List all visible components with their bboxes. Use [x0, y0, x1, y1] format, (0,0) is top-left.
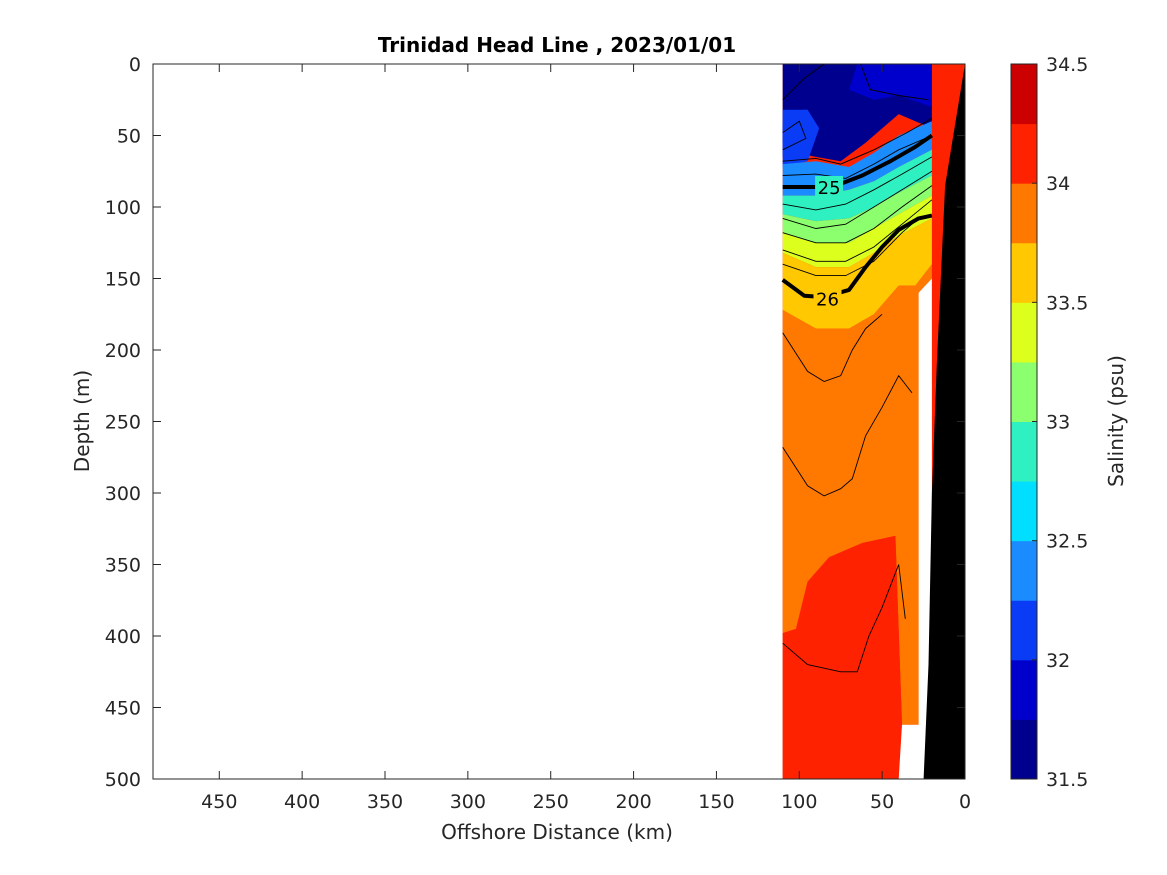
contour-line	[782, 199, 933, 262]
colorbar-swatch	[1011, 421, 1037, 482]
y-tick-label: 200	[105, 340, 141, 362]
y-axis-label: Depth (m)	[70, 370, 94, 472]
y-tick-label: 50	[117, 126, 141, 148]
x-tick-label: 100	[781, 791, 817, 813]
contour-line	[782, 374, 913, 497]
colorbar-swatch	[1011, 481, 1037, 542]
x-tick-label: 200	[615, 791, 651, 813]
y-tick-label: 300	[105, 483, 141, 505]
salinity-band	[782, 195, 932, 268]
colorbar-swatch	[1011, 183, 1037, 244]
contour-line	[782, 313, 883, 382]
contour-line	[782, 185, 933, 244]
x-tick-label: 450	[201, 791, 237, 813]
x-tick-label: 400	[284, 791, 320, 813]
x-tick-label: 50	[870, 791, 894, 813]
y-tick-label: 500	[105, 769, 141, 791]
contour-line	[782, 564, 906, 673]
colorbar-tick-label: 34.5	[1046, 54, 1088, 76]
colorbar-swatch	[1011, 361, 1037, 422]
salinity-band	[782, 175, 932, 243]
chart-title: Trinidad Head Line , 2023/01/01	[378, 33, 736, 57]
colorbar-tick-label: 34	[1046, 173, 1070, 195]
colorbar-swatch	[1011, 242, 1037, 303]
y-tick-label: 0	[129, 54, 141, 76]
contour-label: 25	[818, 178, 841, 199]
colorbar-tick-label: 32.5	[1046, 531, 1088, 553]
colorbar-swatch	[1011, 123, 1037, 184]
colorbar-tick-label: 32	[1046, 650, 1070, 672]
contour-line	[782, 117, 933, 165]
x-tick-label: 250	[533, 791, 569, 813]
colorbar-swatch	[1011, 302, 1037, 363]
y-tick-label: 350	[105, 555, 141, 577]
x-tick-label: 350	[367, 791, 403, 813]
y-tick-label: 450	[105, 698, 141, 720]
density-contour-line	[782, 133, 934, 189]
salinity-band	[782, 109, 820, 167]
contour-line	[782, 170, 933, 229]
colorbar-label: Salinity (psu)	[1104, 355, 1128, 487]
colorbar: 31.5 32 32.5 33 33.5 34 34.5	[1010, 54, 1088, 791]
colorbar-swatch	[1011, 600, 1037, 661]
density-contour-line	[781, 213, 933, 300]
contour-line	[782, 120, 807, 151]
salinity-band	[782, 149, 932, 222]
y-tick-label: 150	[105, 269, 141, 291]
salinity-band	[849, 64, 932, 107]
no-data-strip	[898, 278, 932, 779]
salinity-band	[782, 535, 902, 779]
contour-line	[860, 64, 929, 101]
contour-line	[782, 218, 919, 277]
x-axis-label: Offshore Distance (km)	[441, 820, 673, 844]
x-tick-label: 300	[450, 791, 486, 813]
contour-label-bg	[813, 287, 842, 310]
x-tick-label: 0	[959, 791, 971, 813]
colorbar-swatch	[1011, 659, 1037, 720]
contour-line	[782, 135, 933, 179]
y-tick-label: 400	[105, 626, 141, 648]
contour-label: 26	[816, 290, 839, 311]
colorbar-tick-label: 33	[1046, 412, 1070, 434]
contour-line	[782, 156, 933, 211]
colorbar-swatch	[1011, 540, 1037, 601]
contour-label-bg	[815, 176, 844, 198]
colorbar-tick-label: 31.5	[1046, 769, 1088, 791]
colorbar-tick-label: 33.5	[1046, 292, 1088, 314]
y-tick-label: 250	[105, 412, 141, 434]
x-tick-label: 150	[698, 791, 734, 813]
seafloor-bathymetry	[923, 64, 965, 779]
contour-line	[782, 64, 825, 101]
colorbar-swatch	[1011, 64, 1037, 125]
colorbar-swatch	[1011, 719, 1037, 780]
y-tick-label: 100	[105, 197, 141, 219]
